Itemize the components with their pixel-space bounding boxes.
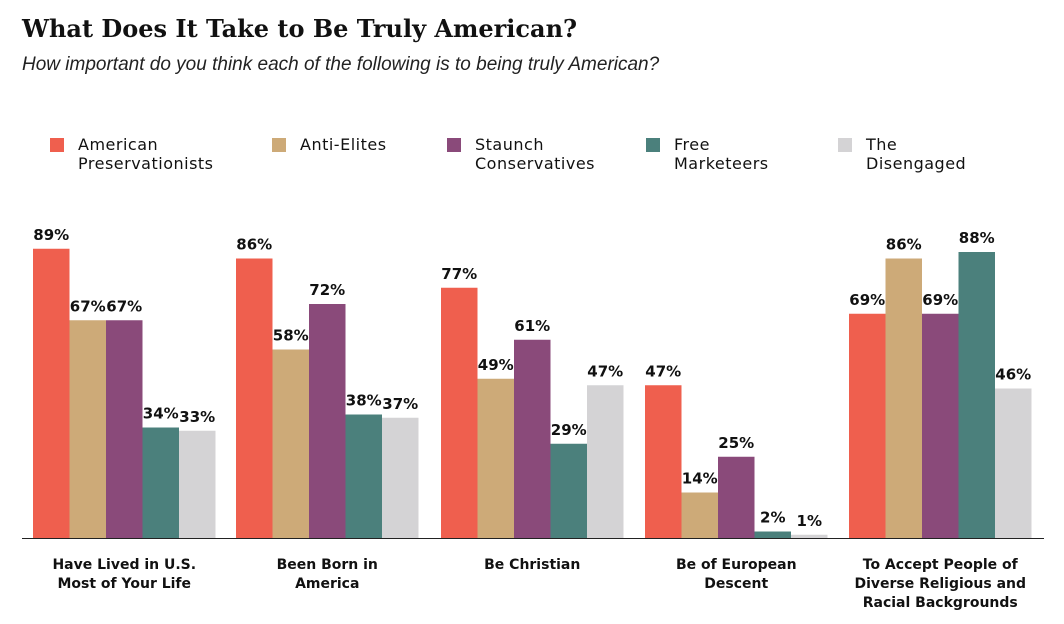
bar-anti-elites-5 — [885, 258, 922, 538]
data-label-staunch-conservatives-5: 69% — [922, 291, 958, 309]
legend-item-american-preservationists: American Preservationists — [50, 135, 214, 173]
bar-anti-elites-1 — [69, 320, 106, 538]
category-label-1-line-1: Have Lived in U.S. — [52, 557, 196, 573]
legend-item-staunch-conservatives: Staunch Conservatives — [447, 135, 595, 173]
data-label-the-disengaged-1: 33% — [179, 408, 215, 426]
data-label-free-marketeers-2: 38% — [346, 392, 382, 410]
data-label-anti-elites-5: 86% — [886, 236, 922, 254]
data-label-free-marketeers-3: 29% — [551, 421, 587, 439]
category-label-3-line-1: Be Christian — [484, 557, 580, 573]
data-label-staunch-conservatives-2: 72% — [309, 281, 345, 299]
data-label-american-preservationists-4: 47% — [645, 362, 681, 380]
legend-item-free-marketeers: Free Marketeers — [646, 135, 769, 173]
legend-label-free-marketeers: Free Marketeers — [674, 135, 769, 173]
data-label-free-marketeers-5: 88% — [959, 229, 995, 247]
legend-label-the-disengaged: The Disengaged — [866, 135, 967, 173]
bar-american-preservationists-2 — [236, 258, 273, 538]
data-label-the-disengaged-4: 1% — [797, 512, 822, 530]
bar-free-marketeers-3 — [550, 443, 587, 538]
data-label-the-disengaged-5: 46% — [995, 366, 1031, 384]
chart-subtitle: How important do you think each of the f… — [22, 54, 660, 75]
legend-label-staunch-conservatives: Staunch Conservatives — [475, 135, 595, 173]
data-label-american-preservationists-2: 86% — [236, 236, 272, 254]
category-label-2-line-1: Been Born in — [277, 557, 378, 573]
bar-the-disengaged-1 — [179, 430, 216, 538]
bar-anti-elites-4 — [681, 492, 718, 538]
data-label-american-preservationists-5: 69% — [849, 291, 885, 309]
data-label-american-preservationists-1: 89% — [33, 226, 69, 244]
bar-anti-elites-2 — [272, 349, 309, 538]
data-label-the-disengaged-2: 37% — [382, 395, 418, 413]
category-label-4-line-1: Be of European — [676, 557, 797, 573]
legend-swatch-free-marketeers — [646, 138, 660, 152]
category-label-1-line-2: Most of Your Life — [57, 576, 191, 592]
bar-staunch-conservatives-5 — [922, 313, 959, 538]
legend-label-american-preservationists: American Preservationists — [78, 135, 214, 173]
bar-the-disengaged-4 — [791, 534, 828, 538]
bar-free-marketeers-5 — [958, 252, 995, 538]
category-label-5-line-3: Racial Backgrounds — [863, 595, 1018, 611]
bar-staunch-conservatives-1 — [106, 320, 143, 538]
bar-staunch-conservatives-2 — [309, 304, 346, 538]
bar-staunch-conservatives-4 — [718, 456, 755, 538]
bar-staunch-conservatives-3 — [514, 339, 551, 538]
data-label-staunch-conservatives-1: 67% — [106, 297, 142, 315]
data-label-anti-elites-1: 67% — [70, 297, 106, 315]
data-label-staunch-conservatives-4: 25% — [718, 434, 754, 452]
bar-the-disengaged-5 — [995, 388, 1032, 538]
chart-title: What Does It Take to Be Truly American? — [22, 14, 578, 43]
legend-label-anti-elites: Anti-Elites — [300, 135, 387, 154]
bar-the-disengaged-2 — [382, 417, 419, 538]
legend-swatch-staunch-conservatives — [447, 138, 461, 152]
category-label-5-line-1: To Accept People of — [863, 557, 1019, 573]
legend-swatch-anti-elites — [272, 138, 286, 152]
bar-american-preservationists-5 — [849, 313, 886, 538]
legend-item-anti-elites: Anti-Elites — [272, 135, 387, 154]
bar-american-preservationists-4 — [645, 385, 682, 538]
legend-item-the-disengaged: The Disengaged — [838, 135, 966, 173]
data-label-american-preservationists-3: 77% — [441, 265, 477, 283]
legend-swatch-american-preservationists — [50, 138, 64, 152]
category-label-5-line-2: Diverse Religious and — [854, 576, 1026, 592]
data-label-free-marketeers-1: 34% — [143, 405, 179, 423]
category-label-2-line-2: America — [295, 576, 359, 592]
category-label-4-line-2: Descent — [704, 576, 768, 592]
bar-free-marketeers-4 — [754, 531, 791, 538]
data-label-staunch-conservatives-3: 61% — [514, 317, 550, 335]
bar-the-disengaged-3 — [587, 385, 624, 538]
bar-american-preservationists-3 — [441, 287, 478, 538]
bar-american-preservationists-1 — [33, 248, 70, 538]
data-label-anti-elites-3: 49% — [478, 356, 514, 374]
bar-anti-elites-3 — [477, 378, 514, 538]
data-label-anti-elites-2: 58% — [273, 327, 309, 345]
bar-free-marketeers-1 — [142, 427, 179, 538]
data-label-the-disengaged-3: 47% — [587, 362, 623, 380]
data-label-anti-elites-4: 14% — [682, 470, 718, 488]
legend-swatch-the-disengaged — [838, 138, 852, 152]
bar-free-marketeers-2 — [345, 414, 382, 538]
data-label-free-marketeers-4: 2% — [760, 509, 785, 527]
